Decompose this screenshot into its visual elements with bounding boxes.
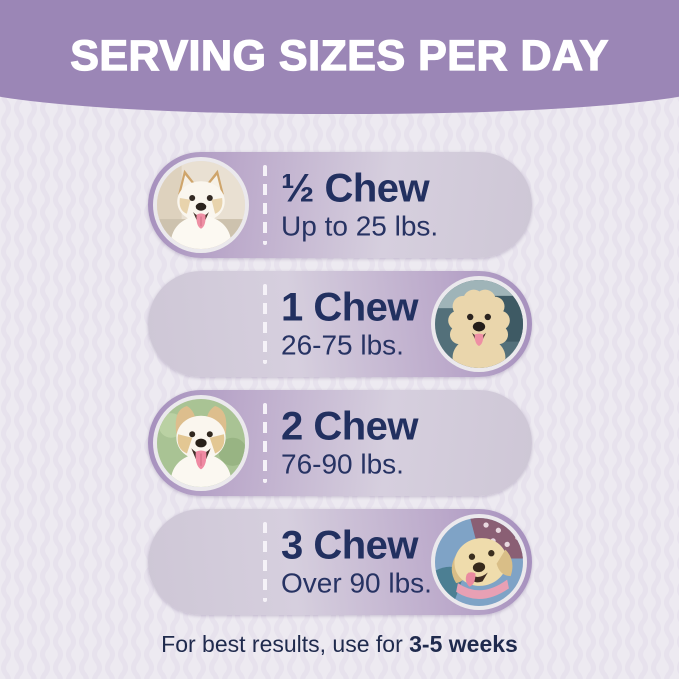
white-spitz-dog-photo [153,157,249,253]
dashed-divider [263,165,267,245]
best-results-text: For best results, use for [161,631,410,657]
weight-range: Up to 25 lbs. [281,210,439,242]
dashed-divider [263,403,267,483]
serving-row-three-chew: 3 Chew Over 90 lbs. [148,509,532,615]
best-results-note: For best results, use for 3-5 weeks [0,631,679,658]
serving-amount: 1 Chew [281,285,419,330]
dashed-divider [263,284,267,364]
weight-range: 26-75 lbs. [281,329,404,361]
serving-rows: ½ Chew Up to 25 lbs. [148,152,532,628]
serving-row-half-chew: ½ Chew Up to 25 lbs. [148,152,532,258]
page-title: SERVING SIZES PER DAY [70,31,609,80]
dashed-divider [263,522,267,602]
serving-amount: 3 Chew [281,523,419,568]
white-spitz-dog-illustration [157,161,245,249]
duration-text: 3-5 weeks [409,631,518,657]
serving-amount: 2 Chew [281,404,419,449]
header-band: SERVING SIZES PER DAY [0,0,679,114]
yellow-lab-dog-illustration [435,518,523,606]
serving-row-one-chew: 1 Chew 26-75 lbs. [148,271,532,377]
weight-range: 76-90 lbs. [281,448,404,480]
goldendoodle-dog-photo [431,276,527,372]
goldendoodle-dog-illustration [435,280,523,368]
serving-amount: ½ Chew [281,166,430,211]
weight-range: Over 90 lbs. [281,567,432,599]
serving-row-two-chew: 2 Chew 76-90 lbs. [148,390,532,496]
yellow-lab-dog-photo [431,514,527,610]
collie-mix-dog-photo [153,395,249,491]
collie-mix-dog-illustration [157,399,245,487]
